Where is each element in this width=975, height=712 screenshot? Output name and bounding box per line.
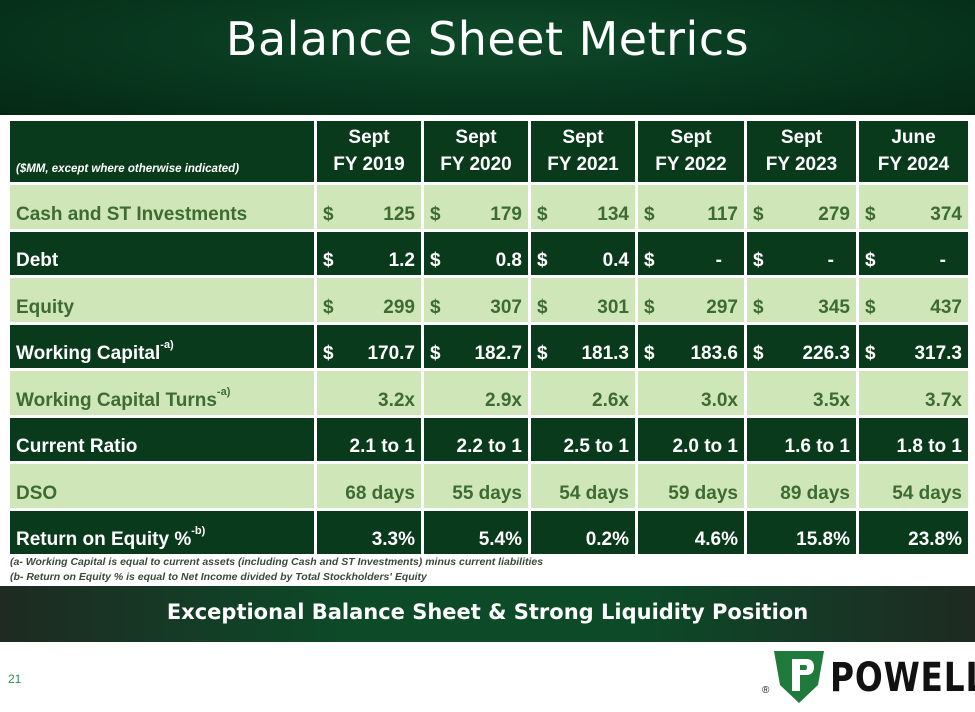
table-cell: 2.6x xyxy=(528,368,638,418)
table-header-row: ($MM, except where otherwise indicated) … xyxy=(7,118,971,185)
table-cell: $0.4 xyxy=(528,228,638,278)
table-cell: $307 xyxy=(421,275,531,325)
table-cell: 3.0x xyxy=(635,368,747,418)
table-cell: $226.3 xyxy=(744,321,859,371)
column-header: June FY 2024 xyxy=(856,118,971,185)
title-header: Balance Sheet Metrics xyxy=(0,0,975,115)
table-row: Working Capital-a) $170.7 $182.7 $181.3 $183… xyxy=(7,321,971,371)
table-cell: 59 days xyxy=(635,461,747,511)
table-cell: 2.2 to 1 xyxy=(421,414,531,464)
logo-text: POWELL xyxy=(830,655,975,701)
table-cell: 55 days xyxy=(421,461,531,511)
powell-logo: ® POWELL xyxy=(762,645,975,707)
row-label: Cash and ST Investments xyxy=(7,182,317,232)
row-label: Return on Equity %-b) xyxy=(7,507,317,557)
table-cell: 15.8% xyxy=(744,507,859,557)
table-row: Return on Equity %-b) 3.3% 5.4% 0.2% 4.6% 15.… xyxy=(7,507,971,557)
unit-note: ($MM, except where otherwise indicated) xyxy=(7,118,317,185)
table-cell: 54 days xyxy=(528,461,638,511)
table-cell: 54 days xyxy=(856,461,971,511)
table-cell: 2.5 to 1 xyxy=(528,414,638,464)
table-cell: $183.6 xyxy=(635,321,747,371)
table-row: Working Capital Turns-a) 3.2x 2.9x 2.6x 3.0x… xyxy=(7,368,971,418)
registered-mark: ® xyxy=(762,685,770,696)
table-cell: $345 xyxy=(744,275,859,325)
table-cell: $ - xyxy=(856,228,971,278)
table-cell: $170.7 xyxy=(314,321,424,371)
column-header: Sept FY 2019 xyxy=(314,118,424,185)
row-label: Working Capital-a) xyxy=(7,321,317,371)
banner-text: Exceptional Balance Sheet & Strong Liqui… xyxy=(166,600,809,624)
table-cell: 23.8% xyxy=(856,507,971,557)
row-label: DSO xyxy=(7,461,317,511)
table-cell: $ - xyxy=(744,228,859,278)
footnotes: (a- Working Capital is equal to current … xyxy=(10,555,543,585)
table-row: DSO 68 days 55 days 54 days 59 days 89 days 54… xyxy=(7,461,971,511)
table-cell: 3.5x xyxy=(744,368,859,418)
table-cell: $317.3 xyxy=(856,321,971,371)
column-header: Sept FY 2021 xyxy=(528,118,638,185)
table-cell: 1.6 to 1 xyxy=(744,414,859,464)
page-number: 21 xyxy=(8,672,22,686)
page-title: Balance Sheet Metrics xyxy=(225,12,750,66)
table-cell: 3.2x xyxy=(314,368,424,418)
column-header: Sept FY 2022 xyxy=(635,118,747,185)
table-cell: 3.3% xyxy=(314,507,424,557)
table-cell: 2.9x xyxy=(421,368,531,418)
table-cell: 89 days xyxy=(744,461,859,511)
table-cell: 5.4% xyxy=(421,507,531,557)
table-cell: $181.3 xyxy=(528,321,638,371)
table-cell: $117 xyxy=(635,182,747,232)
table-body: Cash and ST Investments $125 $179 $134 $117 $… xyxy=(7,182,971,557)
column-header: Sept FY 2020 xyxy=(421,118,531,185)
table-row: Debt $1.2 $0.8 $0.4 $ - $ - $ - xyxy=(7,228,971,278)
summary-banner: Exceptional Balance Sheet & Strong Liqui… xyxy=(0,586,975,642)
row-label: Debt xyxy=(7,228,317,278)
table-cell: $182.7 xyxy=(421,321,531,371)
powell-mark-icon xyxy=(774,651,824,703)
table-cell: $437 xyxy=(856,275,971,325)
footnote: (a- Working Capital is equal to current … xyxy=(10,556,544,568)
table-cell: 68 days xyxy=(314,461,424,511)
table-cell: 1.8 to 1 xyxy=(856,414,971,464)
table-cell: 2.0 to 1 xyxy=(635,414,747,464)
table-cell: $279 xyxy=(744,182,859,232)
table-cell: 4.6% xyxy=(635,507,747,557)
table-cell: $1.2 xyxy=(314,228,424,278)
table-cell: 3.7x xyxy=(856,368,971,418)
table-cell: 0.2% xyxy=(528,507,638,557)
table-row: Cash and ST Investments $125 $179 $134 $117 $… xyxy=(7,182,971,232)
table-cell: $125 xyxy=(314,182,424,232)
table-cell: 2.1 to 1 xyxy=(314,414,424,464)
table-cell: $ - xyxy=(635,228,747,278)
table-cell: $134 xyxy=(528,182,638,232)
balance-sheet-table: ($MM, except where otherwise indicated) … xyxy=(7,118,971,557)
table-row: Equity $299 $307 $301 $297 $345 $437 xyxy=(7,275,971,325)
row-label: Equity xyxy=(7,275,317,325)
table-cell: $297 xyxy=(635,275,747,325)
row-label: Working Capital Turns-a) xyxy=(7,368,317,418)
table-cell: $299 xyxy=(314,275,424,325)
footnote: (b- Return on Equity % is equal to Net I… xyxy=(10,571,427,583)
table-cell: $301 xyxy=(528,275,638,325)
table-cell: $0.8 xyxy=(421,228,531,278)
table-cell: $374 xyxy=(856,182,971,232)
row-label: Current Ratio xyxy=(7,414,317,464)
table-cell: $179 xyxy=(421,182,531,232)
table-row: Current Ratio 2.1 to 1 2.2 to 1 2.5 to 1 2.0… xyxy=(7,414,971,464)
metrics-table-container: ($MM, except where otherwise indicated) … xyxy=(7,118,971,557)
column-header: Sept FY 2023 xyxy=(744,118,859,185)
